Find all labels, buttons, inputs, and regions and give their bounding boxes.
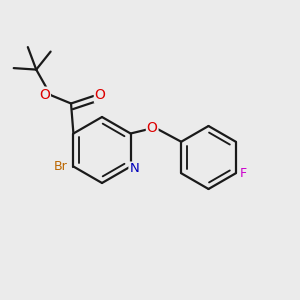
Text: F: F: [240, 167, 247, 180]
Text: O: O: [95, 88, 106, 102]
Text: N: N: [129, 162, 139, 176]
Text: Br: Br: [54, 160, 68, 173]
Text: O: O: [39, 88, 50, 101]
Text: O: O: [147, 121, 158, 135]
